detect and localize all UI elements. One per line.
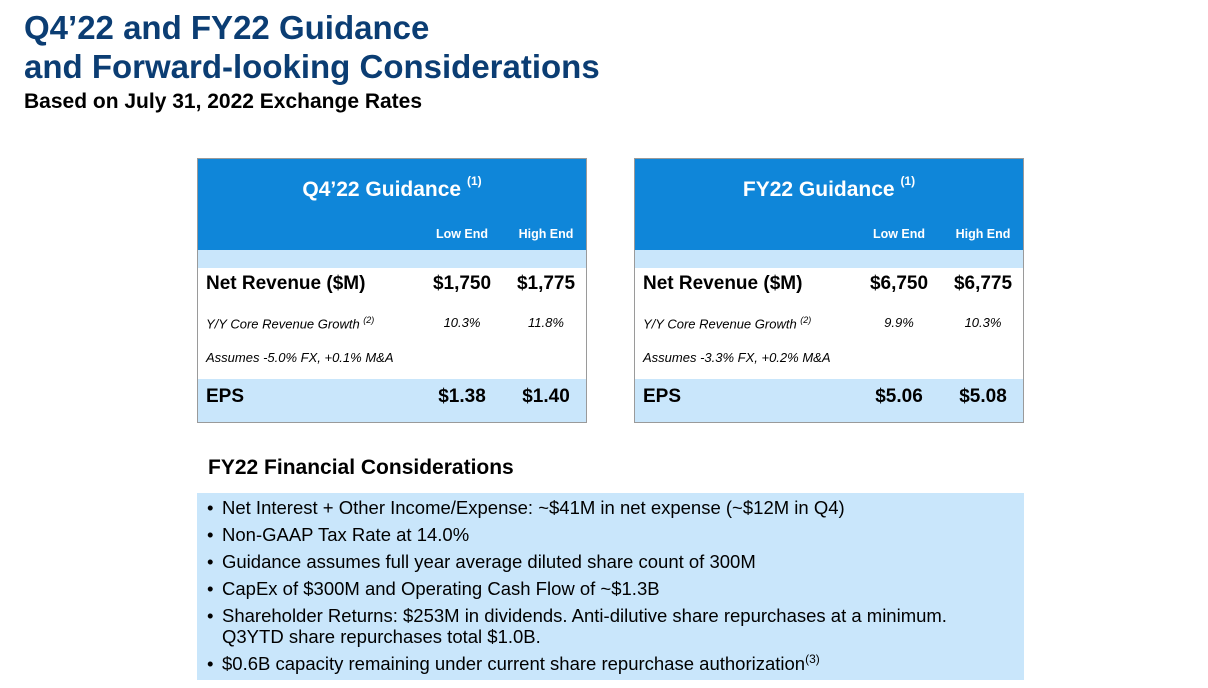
list-item: • Shareholder Returns: $253M in dividends… bbox=[207, 605, 1004, 647]
list-item: • Guidance assumes full year average dilu… bbox=[207, 551, 1004, 572]
q4-revenue-label: Net Revenue ($M) bbox=[206, 273, 366, 294]
q4-title-text: Q4’22 Guidance bbox=[302, 178, 462, 201]
bullet-icon: • bbox=[207, 653, 214, 674]
fy-title-text: FY22 Guidance bbox=[742, 178, 895, 201]
considerations-footnote: (3) bbox=[805, 651, 820, 666]
q4-eps-band bbox=[198, 379, 586, 422]
bullet-icon: • bbox=[207, 497, 214, 518]
fy-growth-footnote: (2) bbox=[800, 315, 812, 325]
q4-col-high-end: High End bbox=[518, 227, 574, 241]
q4-header-strip bbox=[198, 250, 586, 268]
list-item: • CapEx of $300M and Operating Cash Flow … bbox=[207, 578, 1004, 599]
considerations-list: • Net Interest + Other Income/Expense: ~$… bbox=[207, 497, 1004, 680]
list-item: • Non-GAAP Tax Rate at 14.0% bbox=[207, 524, 1004, 545]
q4-growth-label-text: Y/Y Core Revenue Growth bbox=[206, 316, 360, 332]
fy-eps-low: $5.06 bbox=[875, 386, 923, 407]
fy-eps-label: EPS bbox=[643, 386, 682, 407]
list-item-text: $0.6B capacity remaining under current s… bbox=[222, 653, 806, 674]
q4-eps-low: $1.38 bbox=[438, 386, 486, 407]
bullet-icon: • bbox=[207, 578, 214, 599]
q4-assumes-text: Assumes -5.0% FX, +0.1% M&A bbox=[206, 350, 394, 365]
fy-guidance-title: FY22 Guidance (1) bbox=[635, 174, 1023, 202]
fy-col-low-end: Low End bbox=[872, 227, 926, 241]
page-title: Q4’22 and FY22 Guidance and Forward-look… bbox=[24, 8, 600, 86]
q4-growth-low: 10.3% bbox=[443, 315, 481, 330]
q4-guidance-header: Q4’22 Guidance (1) Low End High End bbox=[198, 159, 586, 250]
fy-growth-label: Y/Y Core Revenue Growth (2) bbox=[643, 315, 811, 331]
q4-eps-label: EPS bbox=[206, 386, 245, 407]
list-item-text: Non-GAAP Tax Rate at 14.0% bbox=[222, 524, 470, 545]
q4-col-low-end: Low End bbox=[435, 227, 489, 241]
list-item-text: Shareholder Returns: $253M in dividends.… bbox=[222, 605, 947, 647]
fy-revenue-high: $6,775 bbox=[953, 273, 1013, 294]
title-line-1: Q4’22 and FY22 Guidance bbox=[24, 9, 430, 46]
list-item: • Net Interest + Other Income/Expense: ~$… bbox=[207, 497, 1004, 518]
fy-guidance-header: FY22 Guidance (1) Low End High End bbox=[635, 159, 1023, 250]
fy-header-strip bbox=[635, 250, 1023, 268]
fy-growth-low: 9.9% bbox=[884, 315, 914, 330]
q4-growth-label: Y/Y Core Revenue Growth (2) bbox=[206, 315, 374, 331]
fy-col-high-end: High End bbox=[955, 227, 1011, 241]
considerations-box: • Net Interest + Other Income/Expense: ~$… bbox=[197, 493, 1024, 680]
list-item-text: Guidance assumes full year average dilut… bbox=[222, 551, 756, 572]
fy-guidance-card: FY22 Guidance (1) Low End High End Net R… bbox=[634, 158, 1024, 423]
considerations-title: FY22 Financial Considerations bbox=[208, 456, 514, 479]
q4-guidance-card: Q4’22 Guidance (1) Low End High End Net … bbox=[197, 158, 587, 423]
fy-revenue-low: $6,750 bbox=[869, 273, 929, 294]
q4-revenue-low: $1,750 bbox=[432, 273, 492, 294]
q4-eps-high: $1.40 bbox=[522, 386, 570, 407]
bullet-icon: • bbox=[207, 524, 214, 545]
q4-growth-footnote: (2) bbox=[363, 315, 375, 325]
list-item: • $0.6B capacity remaining under current … bbox=[207, 653, 1004, 674]
list-item-text: CapEx of $300M and Operating Cash Flow o… bbox=[222, 578, 660, 599]
q4-title-footnote: (1) bbox=[466, 174, 482, 188]
page-subtitle: Based on July 31, 2022 Exchange Rates bbox=[24, 90, 423, 113]
fy-assumes-text: Assumes -3.3% FX, +0.2% M&A bbox=[643, 350, 831, 365]
q4-revenue-high: $1,775 bbox=[516, 273, 576, 294]
title-line-2: and Forward-looking Considerations bbox=[24, 48, 600, 85]
fy-growth-label-text: Y/Y Core Revenue Growth bbox=[643, 316, 797, 332]
bullet-icon: • bbox=[207, 551, 214, 572]
q4-guidance-title: Q4’22 Guidance (1) bbox=[198, 174, 586, 202]
fy-growth-high: 10.3% bbox=[964, 315, 1002, 330]
fy-revenue-label: Net Revenue ($M) bbox=[643, 273, 803, 294]
fy-eps-band bbox=[635, 379, 1023, 422]
q4-growth-high: 11.8% bbox=[528, 315, 564, 330]
bullet-icon: • bbox=[207, 605, 214, 626]
fy-eps-high: $5.08 bbox=[959, 386, 1007, 407]
list-item-text: Net Interest + Other Income/Expense: ~$4… bbox=[222, 497, 845, 518]
fy-title-footnote: (1) bbox=[900, 174, 916, 188]
